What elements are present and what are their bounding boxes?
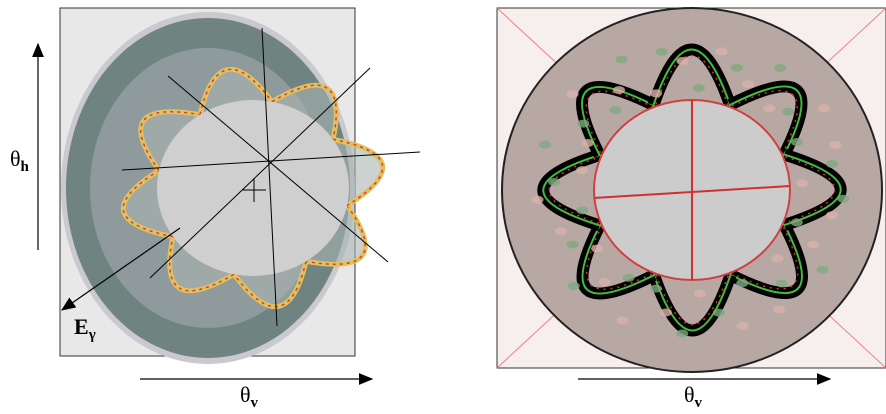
speckle — [763, 105, 775, 113]
speckle — [582, 139, 594, 147]
label-subscript: h — [21, 159, 30, 175]
speckle — [736, 279, 748, 287]
speckle — [693, 84, 705, 92]
speckle — [742, 80, 754, 88]
speckle — [816, 266, 828, 274]
speckle — [555, 227, 567, 235]
y-axis-label: θh — [10, 146, 30, 175]
speckle — [613, 86, 625, 94]
speckle — [532, 196, 544, 204]
speckle — [837, 195, 849, 203]
label-subscript: γ — [88, 327, 96, 343]
speckle — [616, 55, 628, 63]
speckle — [791, 218, 803, 226]
label-symbol: θ — [240, 382, 251, 407]
speckle — [539, 140, 551, 148]
speckle — [577, 120, 589, 128]
left-panel: Eγ θh θv — [10, 8, 420, 411]
speckle — [656, 48, 668, 56]
right-panel: θv — [497, 8, 886, 411]
speckle — [796, 179, 808, 187]
speckle — [576, 166, 588, 174]
speckle — [567, 241, 579, 249]
speckle — [609, 106, 621, 114]
speckle — [773, 305, 785, 313]
speckle — [774, 64, 786, 72]
speckle — [548, 178, 560, 186]
speckle — [829, 141, 841, 149]
label-subscript: v — [251, 395, 259, 411]
speckle — [776, 279, 788, 287]
speckle — [826, 160, 838, 168]
speckle — [771, 254, 783, 262]
speckle — [676, 57, 688, 65]
x-axis-label: θv — [684, 382, 703, 411]
speckle — [694, 290, 706, 298]
speckle — [716, 47, 728, 55]
label-subscript: v — [695, 395, 703, 411]
speckle — [818, 104, 830, 112]
speckle — [568, 282, 580, 290]
speckle — [826, 211, 838, 219]
figure: Eγ θh θv θv — [0, 0, 886, 414]
speckle — [791, 138, 803, 146]
label-symbol: θ — [10, 146, 21, 171]
x-axis-label: θv — [240, 382, 259, 411]
speckle — [660, 308, 672, 316]
speckle — [676, 329, 688, 337]
speckle — [731, 64, 743, 72]
speckle — [591, 245, 603, 253]
speckle — [650, 89, 662, 97]
speckle — [617, 316, 629, 324]
speckle — [623, 274, 635, 282]
speckle — [713, 309, 725, 317]
speckle — [807, 241, 819, 249]
speckle — [782, 108, 794, 116]
label-symbol: E — [74, 314, 89, 339]
label-symbol: θ — [684, 382, 695, 407]
inner-disk — [157, 100, 349, 276]
speckle — [599, 278, 611, 286]
speckle — [567, 90, 579, 98]
speckle — [650, 285, 662, 293]
speckle — [737, 322, 749, 330]
speckle — [576, 206, 588, 214]
